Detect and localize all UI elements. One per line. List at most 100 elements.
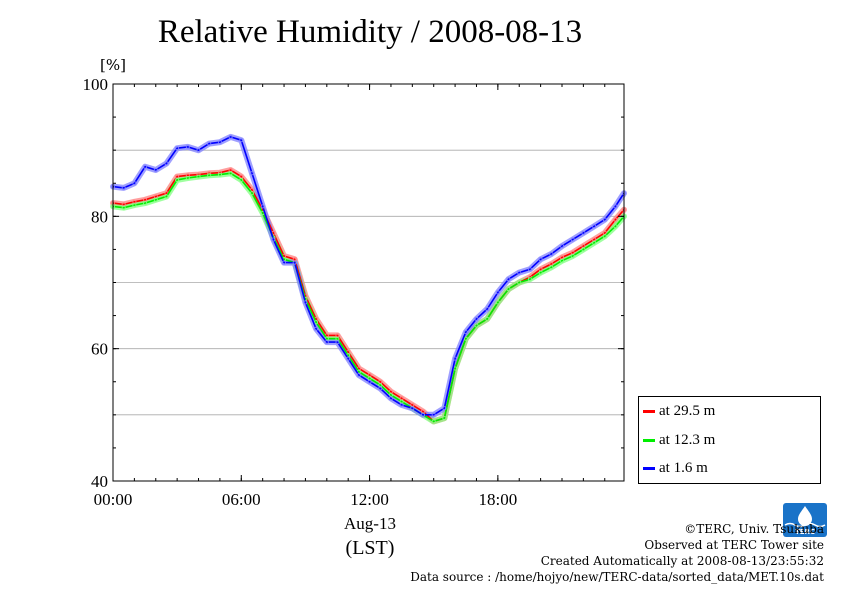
series-point-1	[207, 173, 212, 178]
series-point-2	[271, 237, 276, 242]
series-point-2	[420, 412, 425, 417]
series-point-1	[442, 416, 447, 421]
legend-item-12-3m: at 12.3 m	[643, 430, 715, 450]
series-point-2	[602, 217, 607, 222]
series-point-1	[463, 336, 468, 341]
series-point-1	[217, 172, 222, 177]
series-point-0	[185, 173, 190, 178]
series-point-2	[581, 230, 586, 235]
legend-swatch-blue	[643, 466, 655, 470]
series-point-2	[314, 326, 319, 331]
series-point-1	[474, 323, 479, 328]
series-point-2	[431, 412, 436, 417]
series-point-2	[613, 204, 618, 209]
series-point-2	[474, 316, 479, 321]
series-point-2	[303, 300, 308, 305]
series-point-1	[153, 197, 158, 202]
x-tick-label: 00:00	[94, 490, 133, 509]
x-tick-label: 06:00	[222, 490, 261, 509]
series-point-1	[560, 258, 565, 263]
series-point-1	[517, 280, 522, 285]
series-point-2	[399, 402, 404, 407]
series-point-2	[164, 161, 169, 166]
series-point-2	[527, 267, 532, 272]
series-point-2	[292, 260, 297, 265]
footer-site: Observed at TERC Tower site	[644, 538, 824, 552]
series-point-1	[602, 234, 607, 239]
series-point-1	[132, 203, 137, 208]
y-tick-label: 100	[83, 75, 109, 94]
series-point-1	[431, 419, 436, 424]
series-point-1	[592, 240, 597, 245]
series-line-2	[112, 136, 625, 416]
series-point-1	[581, 247, 586, 252]
series-point-2	[335, 340, 340, 345]
series-point-2	[121, 185, 126, 190]
series-point-2	[410, 406, 415, 411]
y-tick-label: 80	[91, 207, 108, 226]
series-point-2	[207, 141, 212, 146]
legend-label: at 29.5 m	[659, 402, 716, 419]
series-point-1	[185, 175, 190, 180]
series-point-2	[538, 257, 543, 262]
series-point-2	[388, 396, 393, 401]
y-axis-unit: [%]	[100, 56, 126, 74]
series-point-2	[239, 138, 244, 143]
series-point-2	[495, 290, 500, 295]
x-axis-date-label: Aug-13	[344, 514, 396, 533]
series-point-2	[260, 204, 265, 209]
x-tick-label: 12:00	[350, 490, 389, 509]
series-point-2	[346, 356, 351, 361]
series-point-2	[463, 330, 468, 335]
chart-title: Relative Humidity / 2008-08-13	[157, 14, 583, 50]
series-point-2	[560, 244, 565, 249]
series-point-1	[613, 224, 618, 229]
legend-label: at 1.6 m	[659, 459, 708, 476]
series-point-2	[249, 171, 254, 176]
series-point-1	[228, 171, 233, 176]
series-point-1	[495, 300, 500, 305]
series-point-2	[217, 140, 222, 145]
legend-item-1-6m: at 1.6 m	[643, 458, 708, 478]
series-point-2	[185, 144, 190, 149]
series-point-2	[281, 260, 286, 265]
x-tick-label: 18:00	[478, 490, 517, 509]
series-point-2	[356, 373, 361, 378]
series-point-2	[517, 270, 522, 275]
series-point-2	[549, 251, 554, 256]
series-point-2	[570, 237, 575, 242]
series-point-2	[453, 356, 458, 361]
series-point-2	[367, 379, 372, 384]
x-axis-unit-label: (LST)	[345, 537, 395, 559]
series-point-2	[143, 164, 148, 169]
series-point-1	[175, 177, 180, 182]
series-point-1	[164, 194, 169, 199]
series-point-1	[485, 316, 490, 321]
series-point-2	[175, 146, 180, 151]
series-point-1	[249, 191, 254, 196]
series-point-1	[143, 201, 148, 206]
footer-copyright: ©TERC, Univ. Tsukuba	[684, 522, 824, 536]
series-point-2	[228, 134, 233, 139]
legend-swatch-red	[643, 409, 655, 413]
series-point-2	[485, 306, 490, 311]
axis-ticks: 40 60 80 100 00:00 06:00 12:00 18:00	[83, 75, 624, 509]
series-point-1	[570, 253, 575, 258]
series-point-1	[196, 174, 201, 179]
series-point-0	[613, 217, 618, 222]
footer-created: Created Automatically at 2008-08-13/23:5…	[540, 554, 824, 568]
legend-label: at 12.3 m	[659, 431, 716, 448]
series-point-1	[527, 277, 532, 282]
series-point-1	[538, 270, 543, 275]
series-point-1	[506, 287, 511, 292]
legend: at 29.5 m at 12.3 m at 1.6 m	[638, 396, 821, 484]
series-point-1	[314, 320, 319, 325]
series-point-1	[549, 265, 554, 270]
y-tick-label: 60	[91, 340, 108, 359]
logo-text: TERC	[795, 528, 815, 536]
series-point-2	[442, 406, 447, 411]
y-tick-label: 40	[91, 472, 108, 491]
legend-swatch-green	[643, 438, 655, 442]
series-point-2	[378, 386, 383, 391]
